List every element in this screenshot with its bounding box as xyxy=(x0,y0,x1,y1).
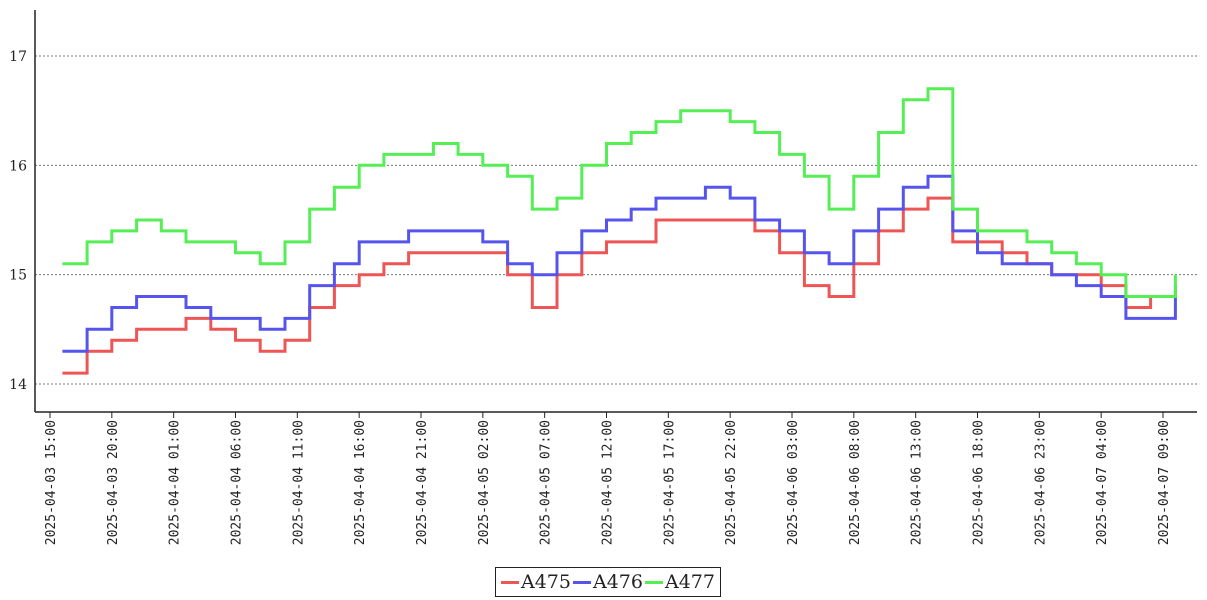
legend-label-a477: A477 xyxy=(665,571,715,593)
legend-item-a475: A475 xyxy=(501,571,571,593)
legend-swatch-a477 xyxy=(645,580,663,584)
x-tick-label: 2025-04-05 02:00 xyxy=(477,420,492,545)
x-tick-label: 2025-04-05 22:00 xyxy=(724,420,739,545)
legend-item-a477: A477 xyxy=(645,571,715,593)
x-tick-labels: 2025-04-03 15:00 2025-04-03 20:00 2025-04-… xyxy=(44,412,1172,545)
axes xyxy=(34,10,1197,413)
y-tick-label: 16 xyxy=(9,158,27,174)
y-tick-labels: 14 15 16 17 xyxy=(9,49,27,393)
x-tick-label: 2025-04-07 09:00 xyxy=(1157,420,1172,545)
x-tick-label: 2025-04-04 11:00 xyxy=(291,420,306,545)
series-line-a476 xyxy=(62,174,1177,353)
x-tick-label: 2025-04-03 15:00 xyxy=(44,420,59,545)
series-lines xyxy=(62,87,1177,375)
x-tick-label: 2025-04-06 13:00 xyxy=(910,420,925,545)
x-tick-label: 2025-04-03 20:00 xyxy=(106,420,121,545)
y-tick-label: 17 xyxy=(9,49,27,65)
x-tick-label: 2025-04-04 21:00 xyxy=(415,420,430,545)
y-tick-label: 15 xyxy=(9,268,27,284)
series-line-a475 xyxy=(62,196,1177,375)
x-tick-label: 2025-04-06 18:00 xyxy=(972,420,987,545)
x-tick-label: 2025-04-04 01:00 xyxy=(168,420,183,545)
x-tick-label: 2025-04-07 04:00 xyxy=(1095,420,1110,545)
x-tick-label: 2025-04-05 12:00 xyxy=(601,420,616,545)
legend-swatch-a476 xyxy=(573,580,591,584)
legend-label-a476: A476 xyxy=(593,571,643,593)
gridlines xyxy=(35,55,1197,385)
legend: A475 A476 A477 xyxy=(495,567,721,597)
x-tick-label: 2025-04-05 17:00 xyxy=(662,420,677,545)
y-tick-label: 14 xyxy=(9,377,27,393)
series-line-a477 xyxy=(62,87,1177,298)
x-tick-label: 2025-04-06 08:00 xyxy=(848,420,863,545)
legend-item-a476: A476 xyxy=(573,571,643,593)
legend-swatch-a475 xyxy=(501,580,519,584)
x-tick-label: 2025-04-04 16:00 xyxy=(353,420,368,545)
x-tick-label: 2025-04-04 06:00 xyxy=(230,420,245,545)
x-tick-label: 2025-04-06 23:00 xyxy=(1033,420,1048,545)
legend-label-a475: A475 xyxy=(521,571,571,593)
x-tick-label: 2025-04-06 03:00 xyxy=(786,420,801,545)
x-tick-label: 2025-04-05 07:00 xyxy=(539,420,554,545)
